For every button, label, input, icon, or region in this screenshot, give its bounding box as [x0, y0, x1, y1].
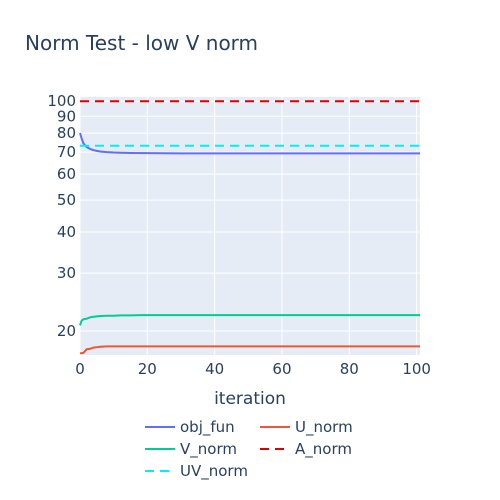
legend-item-u-norm[interactable]: U_norm: [260, 418, 353, 437]
y-tick-label: 40: [57, 223, 76, 241]
series-line-v-norm[interactable]: [79, 314, 420, 326]
legend-label: V_norm: [180, 440, 237, 459]
y-tick-label: 20: [57, 322, 76, 340]
x-tick-label: 0: [75, 360, 85, 378]
y-tick-label: 90: [57, 107, 76, 125]
legend-label: U_norm: [295, 418, 353, 437]
legend-item-v-norm[interactable]: V_norm: [145, 440, 237, 459]
y-tick-label: 30: [57, 264, 76, 282]
legend-item-a-norm[interactable]: A_norm: [260, 440, 352, 459]
legend-label: A_norm: [295, 440, 352, 459]
legend-label: UV_norm: [180, 462, 248, 481]
y-tick-label: 60: [57, 165, 76, 183]
series-line-u-norm[interactable]: [79, 345, 420, 355]
legend-item-obj-fun[interactable]: obj_fun: [145, 418, 235, 437]
y-tick-label: 80: [57, 124, 76, 142]
x-tick-label: 20: [138, 360, 157, 378]
x-tick-label: 60: [272, 360, 291, 378]
plot-area: [80, 97, 420, 355]
x-axis-ticks: 0 20 40 60 80 100: [75, 360, 431, 378]
legend-label: obj_fun: [180, 418, 235, 437]
legend-item-uv-norm[interactable]: UV_norm: [145, 462, 248, 481]
x-tick-label: 100: [402, 360, 431, 378]
x-axis-title: iteration: [214, 389, 286, 409]
legend[interactable]: obj_fun U_norm V_norm A_norm UV_norm: [145, 418, 353, 481]
y-tick-label: 100: [47, 92, 76, 110]
y-tick-label: 70: [57, 143, 76, 161]
chart-title: Norm Test - low V norm: [25, 31, 258, 55]
series-layer: [79, 100, 420, 355]
x-tick-label: 40: [205, 360, 224, 378]
series-line-obj-fun[interactable]: [79, 132, 420, 155]
x-tick-label: 80: [340, 360, 359, 378]
y-tick-label: 50: [57, 191, 76, 209]
